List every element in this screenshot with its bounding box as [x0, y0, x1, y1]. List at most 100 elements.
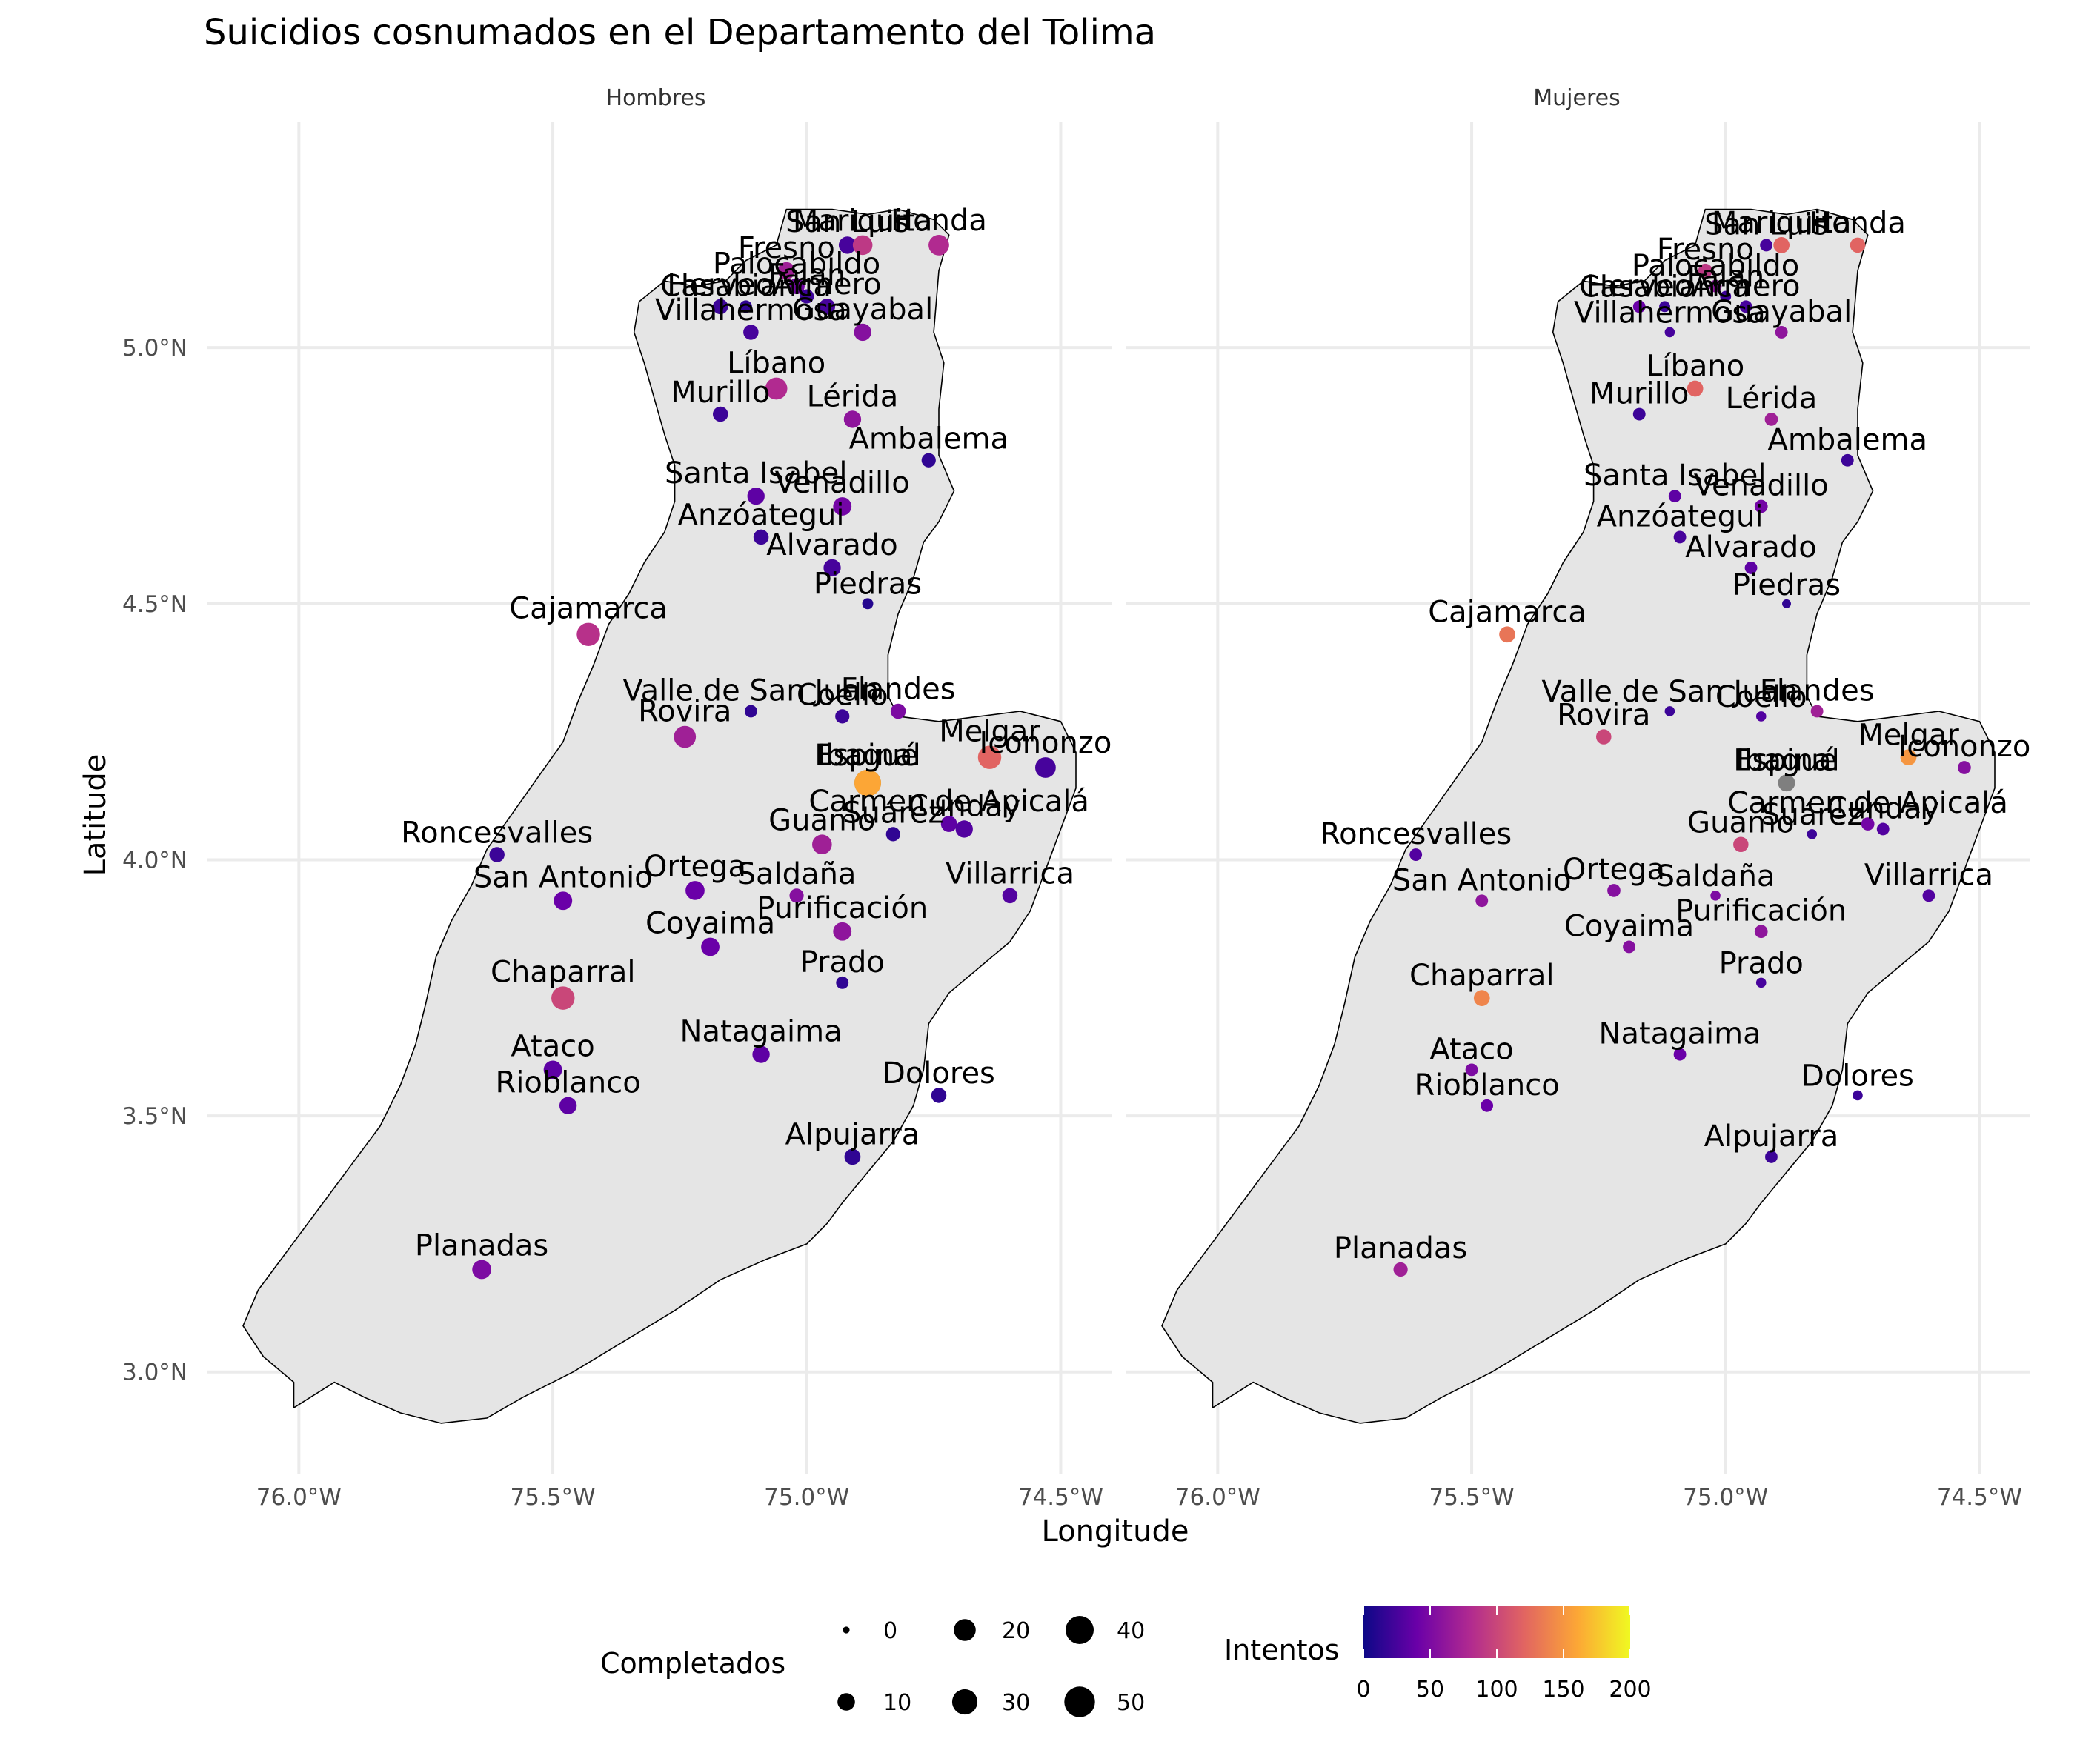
label-planadas: Planadas [415, 1229, 548, 1263]
point-melgar [977, 745, 1002, 769]
point-honda [928, 235, 949, 256]
color-legend-ticks: 0 50 100 150 200 [1356, 1606, 1652, 1703]
label-palocabildo: Palocabildo [1632, 249, 1799, 283]
point-fresno [777, 262, 796, 280]
point-falan [800, 289, 814, 304]
x-tick-label-3: 74.5°W [1018, 1484, 1103, 1511]
label-saldana: Saldaña [737, 857, 857, 891]
label-roncesvalles: Roncesvalles [401, 816, 593, 850]
point-coyaima [1623, 940, 1635, 954]
point-cajamarca [576, 622, 600, 647]
label-murillo: Murillo [1589, 377, 1689, 411]
point-guayabal [1775, 326, 1788, 339]
point-icononzo [1958, 761, 1971, 774]
point-herveo [1632, 300, 1646, 313]
label-ambalema: Ambalema [1768, 423, 1927, 457]
point-carmen-de-apicala [940, 816, 957, 832]
x-tick-label-0: 76.0°W [1175, 1484, 1260, 1511]
size-key-label-20: 20 [1002, 1618, 1030, 1644]
size-key-0 [843, 1626, 850, 1634]
label-guamo: Guamo [1687, 805, 1794, 839]
size-key-20 [954, 1619, 976, 1641]
label-lerida: Lérida [807, 379, 899, 413]
label-carmen-de-apicala: Carmen de Apicalá [808, 785, 1089, 819]
point-prado [836, 976, 849, 989]
label-chaparral: Chaparral [491, 955, 636, 989]
label-santa-isabel: Santa Isabel [665, 456, 847, 490]
label-melgar: Melgar [1858, 718, 1959, 752]
label-herveo: Herveo [1586, 269, 1692, 303]
point-ortega [685, 881, 705, 900]
label-herveo: Herveo [667, 268, 774, 302]
x-tick-label-1: 75.5°W [1429, 1484, 1514, 1511]
x-tick-label-1: 75.5°W [510, 1484, 595, 1511]
point-falan [1720, 290, 1732, 302]
size-legend: Completados 0 10 20 30 40 50 [600, 1615, 1145, 1717]
label-ambalema: Ambalema [849, 422, 1009, 456]
label-suarez: Suárez [843, 796, 943, 830]
point-venadillo [833, 497, 852, 516]
point-guayabal [854, 323, 871, 342]
point-casabianca [740, 300, 752, 313]
label-alvarado: Alvarado [766, 528, 897, 562]
label-cajamarca: Cajamarca [509, 592, 668, 626]
label-casabianca: Casabianca [660, 269, 831, 303]
point-guamo [812, 834, 832, 855]
tolima-boundary [242, 208, 1077, 1424]
label-mariquita: Mariquita [793, 204, 933, 239]
label-valle-de-san-juan: Valle de San Juan [1541, 675, 1798, 709]
size-key-label-0: 0 [883, 1618, 897, 1644]
label-flandes: Flandes [1760, 674, 1875, 708]
label-villarrica: Villarrica [1864, 858, 1993, 892]
y-tick-label-4: 5.0°N [122, 335, 187, 362]
point-melgar [1900, 749, 1917, 766]
point-ataco [1465, 1063, 1478, 1077]
label-ataco: Ataco [511, 1029, 594, 1063]
point-villahermosa [743, 325, 759, 340]
label-ortega: Ortega [644, 850, 746, 884]
size-key-label-40: 40 [1117, 1618, 1145, 1644]
point-prado [1755, 977, 1767, 988]
point-santa-isabel [1668, 490, 1681, 503]
point-chaparral [1473, 990, 1490, 1006]
size-key-label-30: 30 [1002, 1690, 1030, 1716]
color-tick-label-100: 100 [1475, 1677, 1518, 1703]
label-coello: Coello [1715, 680, 1807, 714]
point-murillo [712, 406, 728, 422]
x-axis-ticks-hombres: 76.0°W 75.5°W 75.0°W 74.5°W [256, 1484, 1103, 1511]
point-anzoategui [753, 529, 769, 545]
label-venadillo: Venadillo [1694, 469, 1829, 503]
point-planadas [472, 1260, 491, 1280]
label-saldana: Saldaña [1656, 859, 1775, 894]
point-coello [1755, 711, 1767, 722]
point-guamo [1733, 836, 1749, 852]
label-melgar: Melgar [939, 714, 1040, 748]
point-armero [1739, 300, 1752, 313]
point-palocabildo [1709, 279, 1722, 293]
size-key-label-10: 10 [883, 1690, 911, 1716]
label-anzoategui: Anzóategui [678, 499, 845, 533]
label-chaparral: Chaparral [1409, 959, 1555, 993]
point-casabianca [1659, 301, 1670, 313]
x-axis-ticks-mujeres: 76.0°W 75.5°W 75.0°W 74.5°W [1175, 1484, 2022, 1511]
point-natagaima [752, 1045, 770, 1063]
point-piedras [862, 598, 874, 610]
label-guayabal: Guayabal [1711, 295, 1852, 329]
point-espinal [1778, 774, 1795, 792]
chart-title: Suicidios cosnumados en el Departamento … [204, 12, 1156, 53]
label-anzoategui: Anzóategui [1597, 500, 1764, 534]
color-tick-label-50: 50 [1416, 1677, 1444, 1703]
label-cunday: Cunday [1827, 792, 1939, 826]
label-libano: Líbano [727, 347, 825, 381]
color-legend-title: Intentos [1224, 1634, 1340, 1666]
label-falan: Falan [768, 258, 845, 292]
label-coyaima: Coyaima [645, 907, 775, 941]
point-santa-isabel [747, 487, 765, 505]
size-key-30 [951, 1689, 978, 1715]
size-key-40 [1065, 1615, 1094, 1645]
label-coello: Coello [797, 678, 888, 712]
label-venadillo: Venadillo [775, 466, 910, 500]
tolima-boundary [1161, 208, 1996, 1424]
label-ataco: Ataco [1429, 1032, 1513, 1066]
label-rioblanco: Rioblanco [1415, 1068, 1560, 1102]
